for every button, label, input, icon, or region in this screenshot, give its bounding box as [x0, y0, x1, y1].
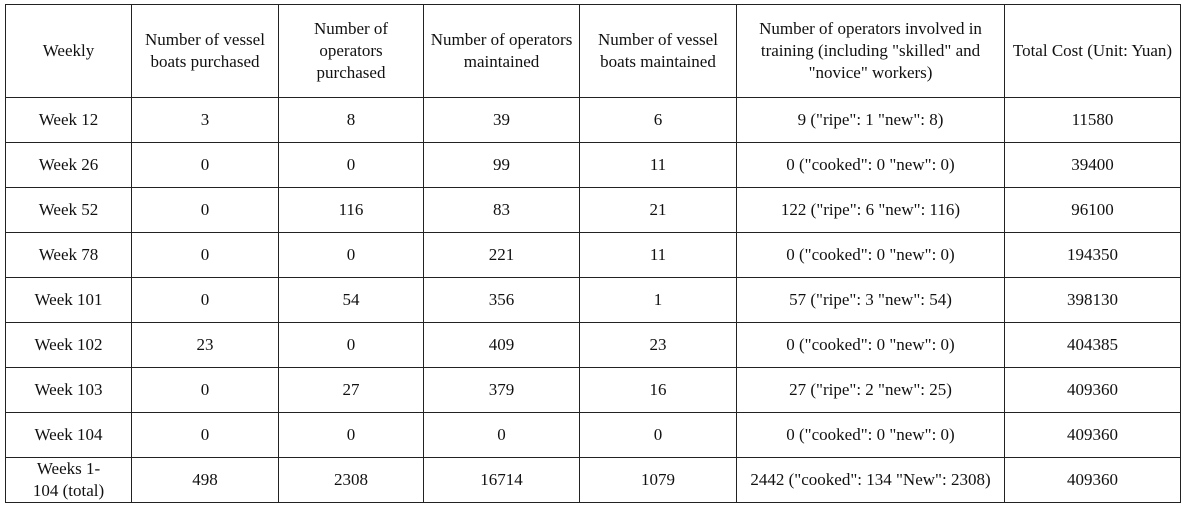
table-row: Week 101 0 54 356 1 57 ("ripe": 3 "new": 54) 3…	[5, 277, 1181, 323]
row-label: Week 12	[5, 97, 132, 143]
table-row: Week 104 0 0 0 0 0 ("cooked": 0 "new": 0) 4093…	[5, 412, 1181, 458]
table-cell: 404385	[1004, 322, 1181, 368]
row-label-text: Week 78	[38, 245, 99, 264]
table-row: Week 12 3 8 39 6 9 ("ripe": 1 "new": 8) 11580	[5, 97, 1181, 143]
header-cell: Number of operators purchased	[278, 4, 424, 98]
row-label-text: Weeks 1-104 (total)	[32, 459, 105, 500]
row-label: Week 104	[5, 412, 132, 458]
row-label: Week 102	[5, 322, 132, 368]
table-cell: 194350	[1004, 232, 1181, 278]
table-body: Week 12 3 8 39 6 9 ("ripe": 1 "new": 8) 11580 W…	[5, 97, 1181, 503]
row-label: Weeks 1-104 (total)	[5, 457, 132, 503]
table-cell: 0	[278, 412, 424, 458]
data-table: Weekly Number of vessel boats purchased Nu…	[5, 4, 1181, 503]
table-cell: 0	[131, 232, 279, 278]
table-cell: 409	[423, 322, 580, 368]
table-cell: 11580	[1004, 97, 1181, 143]
table-cell: 39	[423, 97, 580, 143]
table-row: Weeks 1-104 (total) 498 2308 16714 1079 2442 …	[5, 457, 1181, 503]
table-cell: 0	[278, 232, 424, 278]
table-cell: 27	[278, 367, 424, 413]
table-cell: 8	[278, 97, 424, 143]
row-label: Week 78	[5, 232, 132, 278]
table-cell: 27 ("ripe": 2 "new": 25)	[736, 367, 1005, 413]
table-cell: 0	[131, 187, 279, 233]
header-cell: Number of operators involved in training…	[736, 4, 1005, 98]
table-cell: 122 ("ripe": 6 "new": 116)	[736, 187, 1005, 233]
header-cell: Weekly	[5, 4, 132, 98]
table-cell: 0	[131, 412, 279, 458]
table-cell: 409360	[1004, 367, 1181, 413]
row-label: Week 26	[5, 142, 132, 188]
table-cell: 379	[423, 367, 580, 413]
row-label-text: Week 103	[34, 380, 103, 399]
table-cell: 57 ("ripe": 3 "new": 54)	[736, 277, 1005, 323]
header-cell: Number of vessel boats purchased	[131, 4, 279, 98]
table-cell: 23	[579, 322, 737, 368]
row-label-text: Week 12	[38, 110, 99, 129]
table-cell: 2442 ("cooked": 134 "New": 2308)	[736, 457, 1005, 503]
table-cell: 21	[579, 187, 737, 233]
table-cell: 0	[131, 277, 279, 323]
table-cell: 11	[579, 142, 737, 188]
table-cell: 0 ("cooked": 0 "new": 0)	[736, 412, 1005, 458]
row-label-text: Week 104	[34, 425, 103, 444]
table-cell: 221	[423, 232, 580, 278]
table-cell: 96100	[1004, 187, 1181, 233]
table-row: Week 52 0 116 83 21 122 ("ripe": 6 "new": 116…	[5, 187, 1181, 233]
table-cell: 498	[131, 457, 279, 503]
table-cell: 2308	[278, 457, 424, 503]
row-label-text: Week 101	[34, 290, 103, 309]
table-cell: 11	[579, 232, 737, 278]
row-label-text: Week 26	[38, 155, 99, 174]
table-cell: 409360	[1004, 457, 1181, 503]
table-cell: 116	[278, 187, 424, 233]
table-cell: 16	[579, 367, 737, 413]
table-cell: 3	[131, 97, 279, 143]
table-cell: 0	[423, 412, 580, 458]
table-cell: 9 ("ripe": 1 "new": 8)	[736, 97, 1005, 143]
header-cell: Number of operators maintained	[423, 4, 580, 98]
row-label-text: Week 52	[38, 200, 99, 219]
row-label: Week 101	[5, 277, 132, 323]
row-label-text: Week 102	[34, 335, 103, 354]
table-cell: 0	[131, 367, 279, 413]
table-cell: 54	[278, 277, 424, 323]
table-cell: 83	[423, 187, 580, 233]
table-row: Week 103 0 27 379 16 27 ("ripe": 2 "new": 25)…	[5, 367, 1181, 413]
row-label: Week 103	[5, 367, 132, 413]
table-cell: 0	[131, 142, 279, 188]
header-row: Weekly Number of vessel boats purchased Nu…	[5, 4, 1181, 98]
table-cell: 398130	[1004, 277, 1181, 323]
table-cell: 6	[579, 97, 737, 143]
header-cell: Number of vessel boats maintained	[579, 4, 737, 98]
table-cell: 356	[423, 277, 580, 323]
header-cell: Total Cost (Unit: Yuan)	[1004, 4, 1181, 98]
row-label: Week 52	[5, 187, 132, 233]
table-cell: 23	[131, 322, 279, 368]
table-cell: 39400	[1004, 142, 1181, 188]
table-cell: 1	[579, 277, 737, 323]
table-row: Week 26 0 0 99 11 0 ("cooked": 0 "new": 0) 394…	[5, 142, 1181, 188]
table-cell: 0	[278, 322, 424, 368]
table-row: Week 78 0 0 221 11 0 ("cooked": 0 "new": 0) 19…	[5, 232, 1181, 278]
table-cell: 0 ("cooked": 0 "new": 0)	[736, 322, 1005, 368]
table-cell: 0	[278, 142, 424, 188]
table-cell: 99	[423, 142, 580, 188]
table-cell: 0 ("cooked": 0 "new": 0)	[736, 232, 1005, 278]
table-cell: 409360	[1004, 412, 1181, 458]
table-cell: 0	[579, 412, 737, 458]
table-row: Week 102 23 0 409 23 0 ("cooked": 0 "new": 0)…	[5, 322, 1181, 368]
table-cell: 16714	[423, 457, 580, 503]
table-cell: 1079	[579, 457, 737, 503]
table-cell: 0 ("cooked": 0 "new": 0)	[736, 142, 1005, 188]
